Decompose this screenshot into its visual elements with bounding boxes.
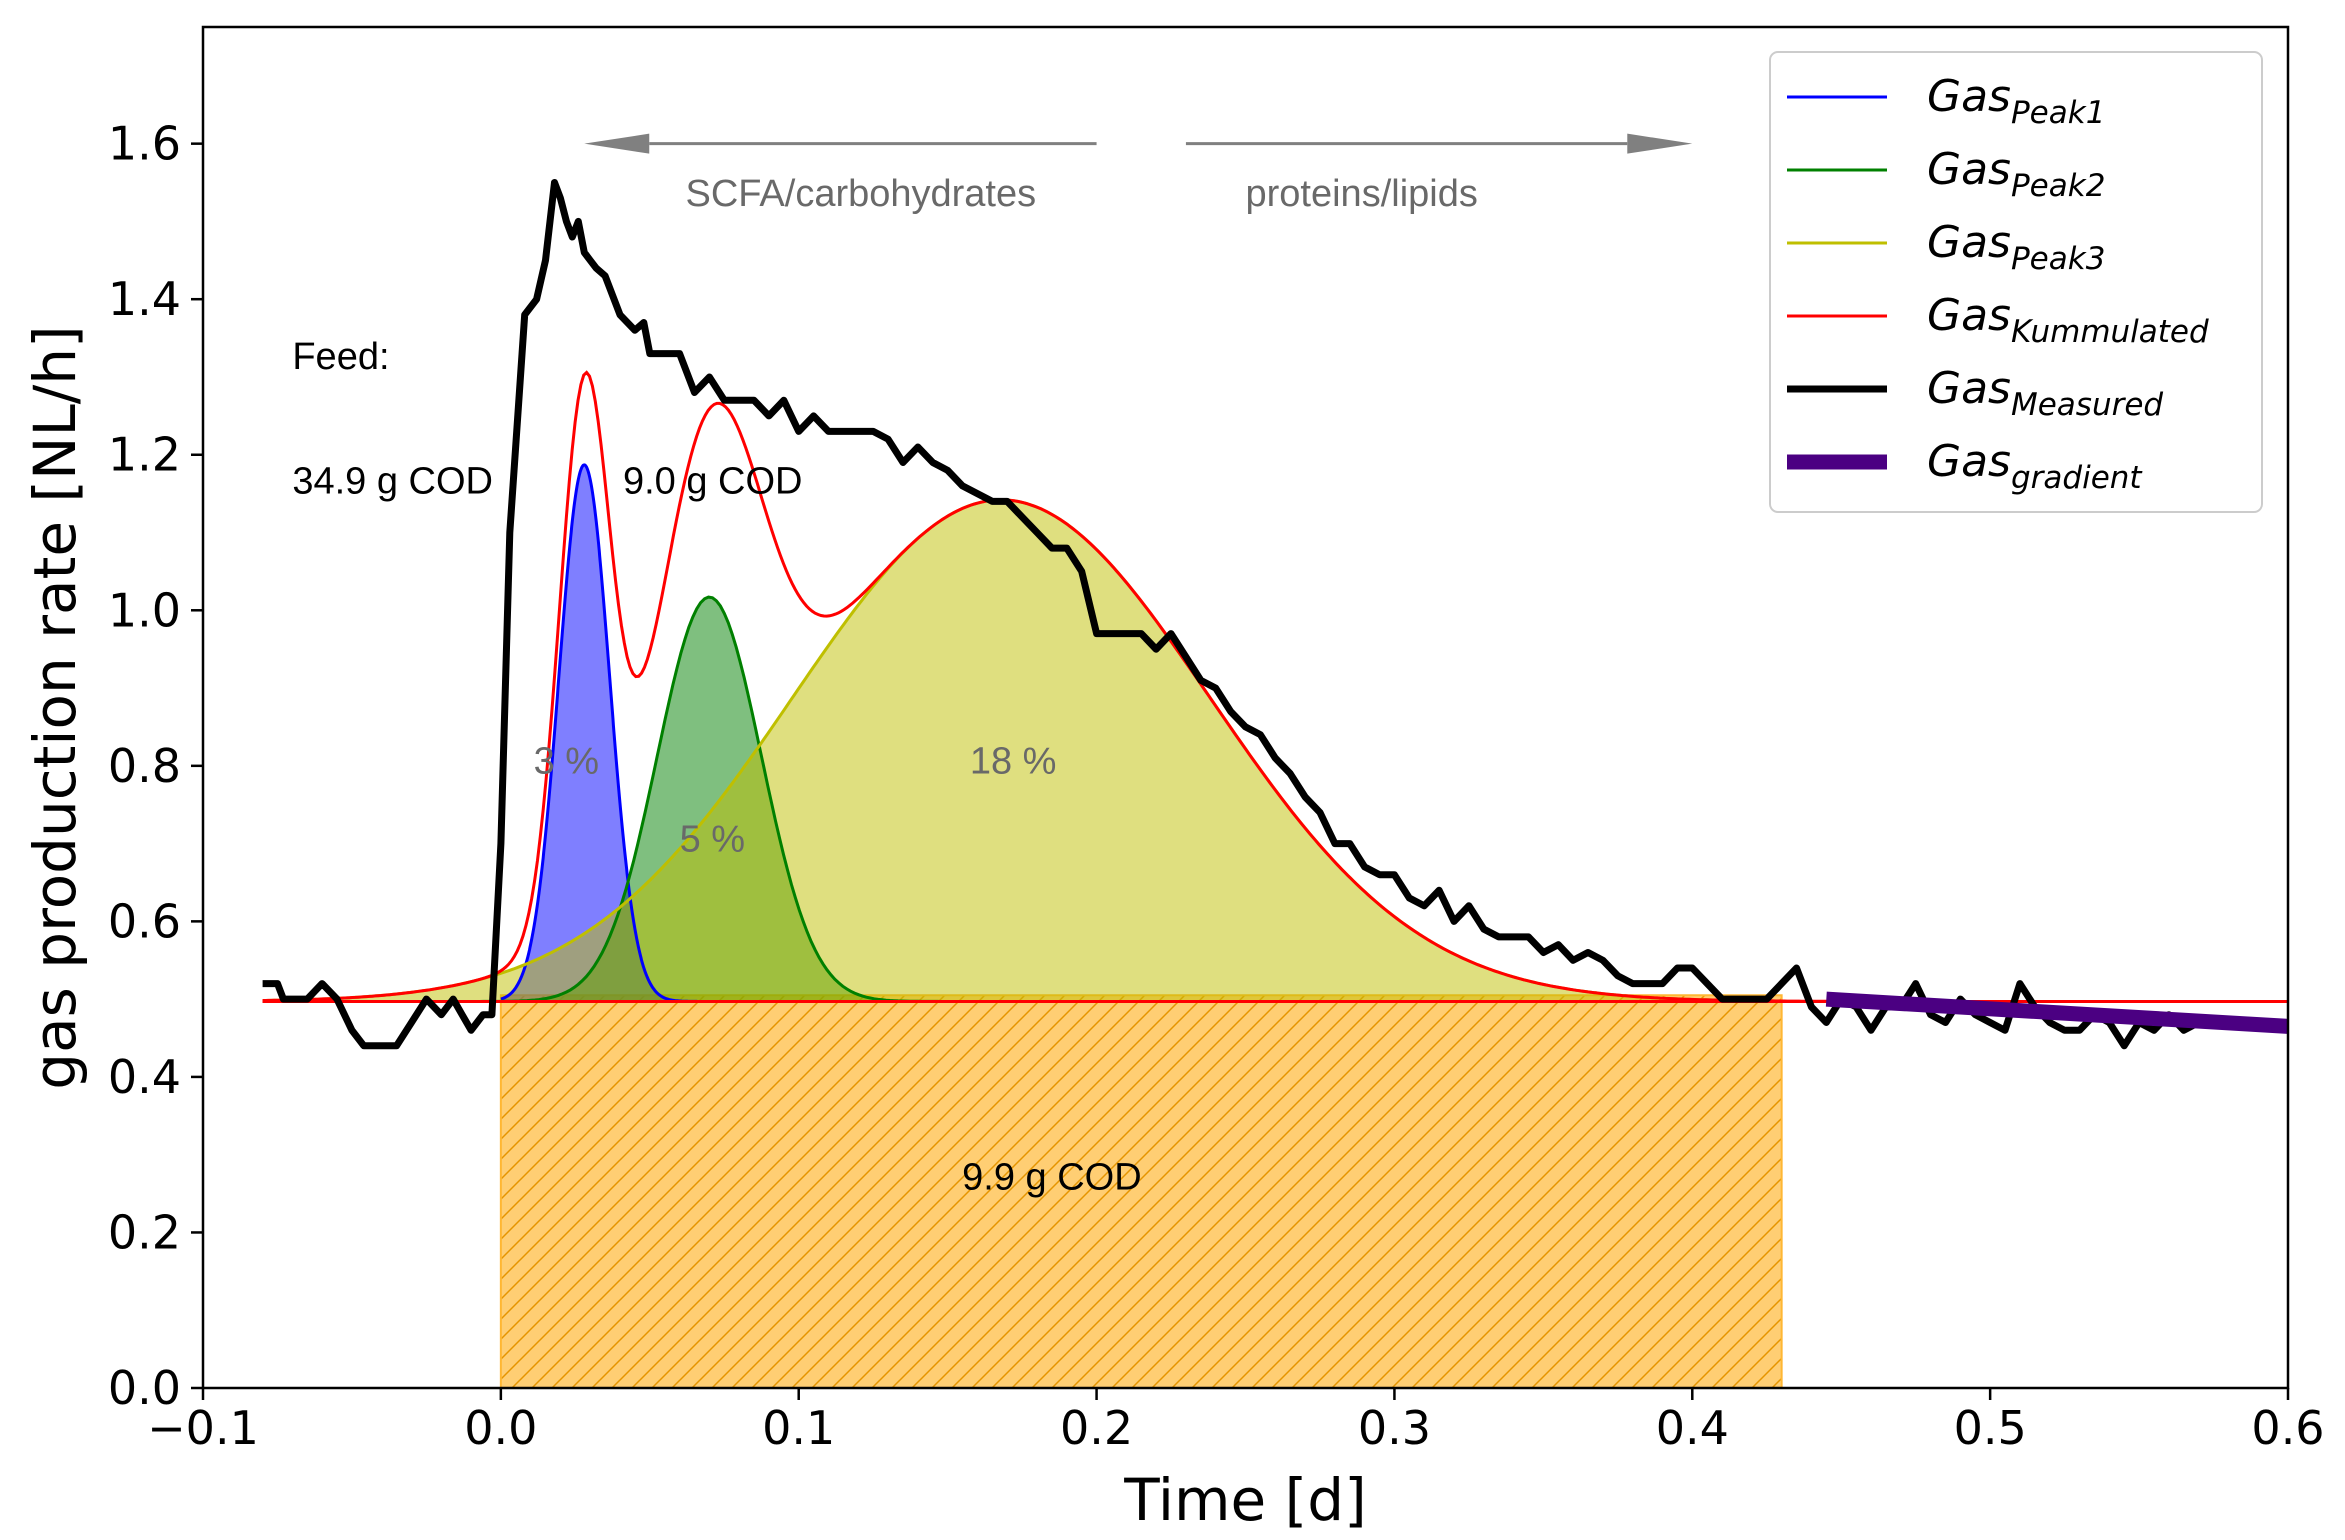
x-tick-label: 0.0	[464, 1401, 537, 1455]
annotation-7: 5 %	[680, 818, 745, 860]
y-axis-title: gas production rate [NL/h]	[21, 325, 89, 1089]
gradient-line	[1825, 991, 2288, 1034]
x-tick-label: 0.4	[1656, 1401, 1729, 1455]
legend-label-kummulated: GasKummulated	[1927, 290, 2209, 350]
annotation-3: Feed:	[292, 336, 389, 378]
legend-label-gradient: Gasgradient	[1927, 436, 2143, 496]
y-tick-label: 0.2	[108, 1205, 181, 1259]
plot-frame	[201, 25, 2290, 1390]
x-tick-label: 0.1	[762, 1401, 835, 1455]
annotation-1: SCFA/carbohydrates	[686, 173, 1037, 215]
annotation-5: 9.0 g COD	[623, 461, 803, 503]
x-tick-label: 0.2	[1060, 1401, 1133, 1455]
legend-label-peak2: GasPeak2	[1927, 144, 2105, 204]
x-axis-title: Time [d]	[1123, 1466, 1366, 1534]
y-tick-label: 1.0	[108, 583, 181, 637]
y-tick-label: 1.6	[108, 117, 181, 171]
annotation-9: 9.9 g COD	[962, 1157, 1142, 1199]
annotation-2: proteins/lipids	[1246, 173, 1478, 215]
legend-box	[1769, 51, 2263, 513]
peak1-area	[500, 464, 740, 1002]
peak3-area	[262, 499, 1782, 1002]
y-tick-label: 0.0	[108, 1361, 181, 1415]
x-tick-label: 0.6	[2251, 1401, 2324, 1455]
x-tick-label: −0.1	[147, 1401, 259, 1455]
annotation-6: 3 %	[534, 741, 599, 783]
y-tick-label: 1.2	[108, 428, 181, 482]
y-tick-label: 0.6	[108, 894, 181, 948]
legend-label-peak1: GasPeak1	[1927, 71, 2105, 131]
x-tick-label: 0.3	[1358, 1401, 1431, 1455]
arrow-head-1	[584, 133, 650, 154]
y-tick-label: 0.4	[108, 1050, 181, 1104]
y-tick-label: 1.4	[108, 272, 181, 326]
legend-label-measured: GasMeasured	[1927, 363, 2163, 423]
legend-label-peak3: GasPeak3	[1927, 217, 2105, 277]
y-tick-label: 0.8	[108, 739, 181, 793]
x-tick-label: 0.5	[1954, 1401, 2027, 1455]
baseline-cod-hatch	[499, 994, 1783, 1388]
annotation-4: 34.9 g COD	[292, 461, 493, 503]
annotation-8: 18 %	[970, 741, 1057, 783]
arrow-head-2	[1627, 133, 1693, 154]
